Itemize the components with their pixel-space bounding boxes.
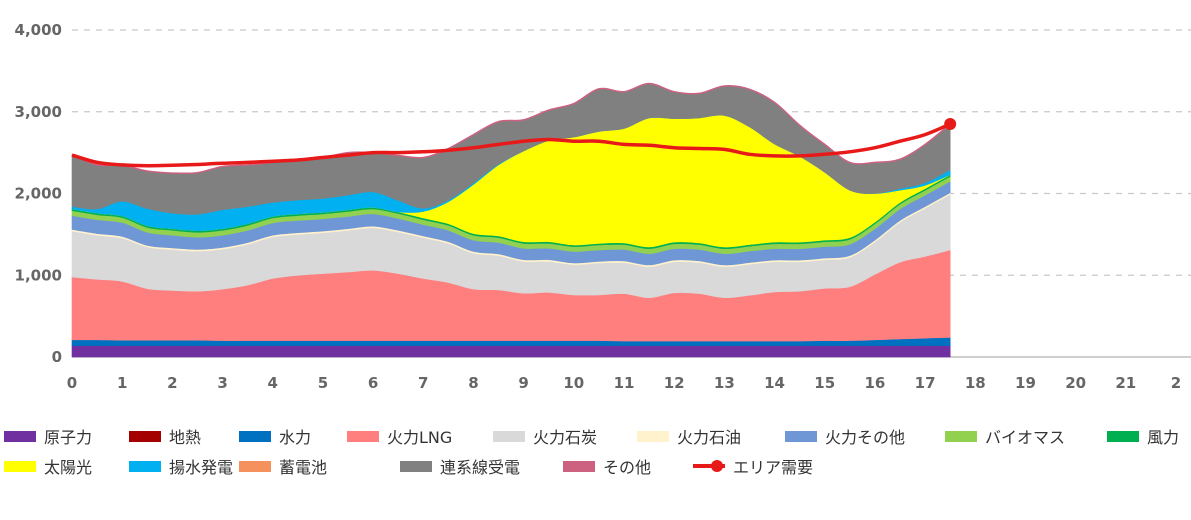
y-tick-label: 3,000 bbox=[15, 103, 62, 121]
x-tick-label: 0 bbox=[67, 374, 77, 392]
chart-area: 0 1 2 3 4 5 6 7 8 9 10 11 12 13 14 15 16 17 18 19 20 21 2 0 1,0… bbox=[15, 21, 1191, 392]
x-tick-label: 21 bbox=[1115, 374, 1136, 392]
legend-label: 水力 bbox=[279, 428, 312, 447]
legend-label: 連系線受電 bbox=[440, 458, 521, 477]
x-tick-label: 14 bbox=[764, 374, 785, 392]
legend-label: 地熱 bbox=[169, 428, 202, 447]
legend-swatch bbox=[493, 430, 525, 442]
legend-item-interconnection[interactable]: 連系線受電 bbox=[400, 454, 520, 478]
legend-item-pumped-hydro[interactable]: 揚水発電 bbox=[129, 454, 233, 478]
demand-series bbox=[71, 118, 957, 168]
x-tick-label: 13 bbox=[714, 374, 735, 392]
legend-swatch bbox=[4, 430, 36, 442]
demand-line bbox=[71, 122, 951, 168]
legend-swatch bbox=[1107, 430, 1139, 442]
legend-item-battery[interactable]: 蓄電池 bbox=[239, 454, 327, 478]
legend-swatch bbox=[400, 460, 432, 472]
y-axis: 0 1,000 2,000 3,000 4,000 bbox=[15, 21, 62, 366]
legend-swatch bbox=[129, 460, 161, 472]
legend-item-wind[interactable]: 風力 bbox=[1107, 424, 1179, 448]
x-tick-label: 9 bbox=[518, 374, 528, 392]
legend-item-biomass[interactable]: バイオマス bbox=[945, 424, 1065, 448]
x-tick-label: 2 bbox=[167, 374, 177, 392]
legend-line-marker bbox=[693, 460, 725, 472]
legend-swatch bbox=[4, 460, 36, 472]
legend-label: 火力石油 bbox=[677, 428, 742, 447]
legend-row-2: 太陽光 揚水発電 蓄電池 連系線受電 その他 エリア需要 bbox=[0, 454, 1191, 484]
x-tick-label: 10 bbox=[563, 374, 584, 392]
x-tick-label: 6 bbox=[368, 374, 378, 392]
stacked-area-chart: 0 1 2 3 4 5 6 7 8 9 10 11 12 13 14 15 16 17 18 19 20 21 2 01,0… bbox=[15, 21, 1191, 392]
legend-item-thermal-other[interactable]: 火力その他 bbox=[785, 424, 905, 448]
x-tick-label: 8 bbox=[468, 374, 478, 392]
legend-item-area-demand[interactable]: エリア需要 bbox=[693, 454, 813, 478]
legend-swatch bbox=[637, 430, 669, 442]
legend-item-other[interactable]: その他 bbox=[563, 454, 651, 478]
legend-label: 原子力 bbox=[44, 428, 93, 447]
x-tick-label: 3 bbox=[217, 374, 227, 392]
x-tick-label: 18 bbox=[965, 374, 986, 392]
legend-swatch bbox=[239, 430, 271, 442]
x-tick-label: 1 bbox=[117, 374, 127, 392]
x-tick-label: 16 bbox=[864, 374, 885, 392]
y-tick-label: 2,000 bbox=[15, 185, 62, 203]
area-top-outline bbox=[71, 82, 951, 175]
legend-swatch bbox=[563, 460, 595, 472]
legend-row-1: 原子力 地熱 水力 火力LNG 火力石炭 火力石油 火力その他 バイオマス bbox=[0, 424, 1191, 454]
legend-swatch bbox=[785, 430, 817, 442]
legend-swatch bbox=[945, 430, 977, 442]
legend-label: 風力 bbox=[1147, 428, 1180, 447]
legend-label: 蓄電池 bbox=[279, 458, 328, 477]
legend-label: 火力石炭 bbox=[533, 428, 598, 447]
x-tick-label: 20 bbox=[1065, 374, 1086, 392]
x-tick-label: 5 bbox=[318, 374, 328, 392]
legend-item-thermal-coal[interactable]: 火力石炭 bbox=[493, 424, 597, 448]
x-tick-label: 17 bbox=[915, 374, 936, 392]
legend-item-solar[interactable]: 太陽光 bbox=[4, 454, 92, 478]
legend-swatch bbox=[347, 430, 379, 442]
legend-item-thermal-lng[interactable]: 火力LNG bbox=[347, 424, 452, 448]
x-tick-label: 4 bbox=[268, 374, 278, 392]
legend-label: 揚水発電 bbox=[169, 458, 234, 477]
legend-item-nuclear[interactable]: 原子力 bbox=[4, 424, 92, 448]
legend-item-geothermal[interactable]: 地熱 bbox=[129, 424, 201, 448]
legend-label: 太陽光 bbox=[44, 458, 93, 477]
x-tick-label: 15 bbox=[814, 374, 835, 392]
legend: 原子力 地熱 水力 火力LNG 火力石炭 火力石油 火力その他 バイオマス bbox=[0, 424, 1191, 484]
area-原子力 bbox=[71, 345, 951, 358]
legend-swatch bbox=[129, 430, 161, 442]
y-tick-label: 4,000 bbox=[15, 21, 62, 39]
x-tick-label: 7 bbox=[418, 374, 428, 392]
legend-label: バイオマス bbox=[985, 428, 1066, 447]
x-tick-label: 19 bbox=[1015, 374, 1036, 392]
area-series bbox=[71, 82, 951, 358]
x-tick-label: 2 bbox=[1171, 374, 1181, 392]
legend-swatch bbox=[239, 460, 271, 472]
x-axis: 0 1 2 3 4 5 6 7 8 9 10 11 12 13 14 15 16 17 18 19 20 21 2 bbox=[67, 374, 1181, 392]
legend-label: エリア需要 bbox=[733, 458, 814, 477]
legend-label: 火力その他 bbox=[825, 428, 906, 447]
legend-label: 火力LNG bbox=[387, 428, 453, 447]
y-tick-label: 1,000 bbox=[15, 266, 62, 284]
y-tick-label: 0 bbox=[52, 348, 62, 366]
x-tick-label: 12 bbox=[664, 374, 685, 392]
demand-latest-point bbox=[944, 118, 957, 131]
legend-item-thermal-oil[interactable]: 火力石油 bbox=[637, 424, 741, 448]
x-tick-label: 11 bbox=[614, 374, 635, 392]
legend-item-hydro[interactable]: 水力 bbox=[239, 424, 311, 448]
legend-label: その他 bbox=[603, 458, 652, 477]
